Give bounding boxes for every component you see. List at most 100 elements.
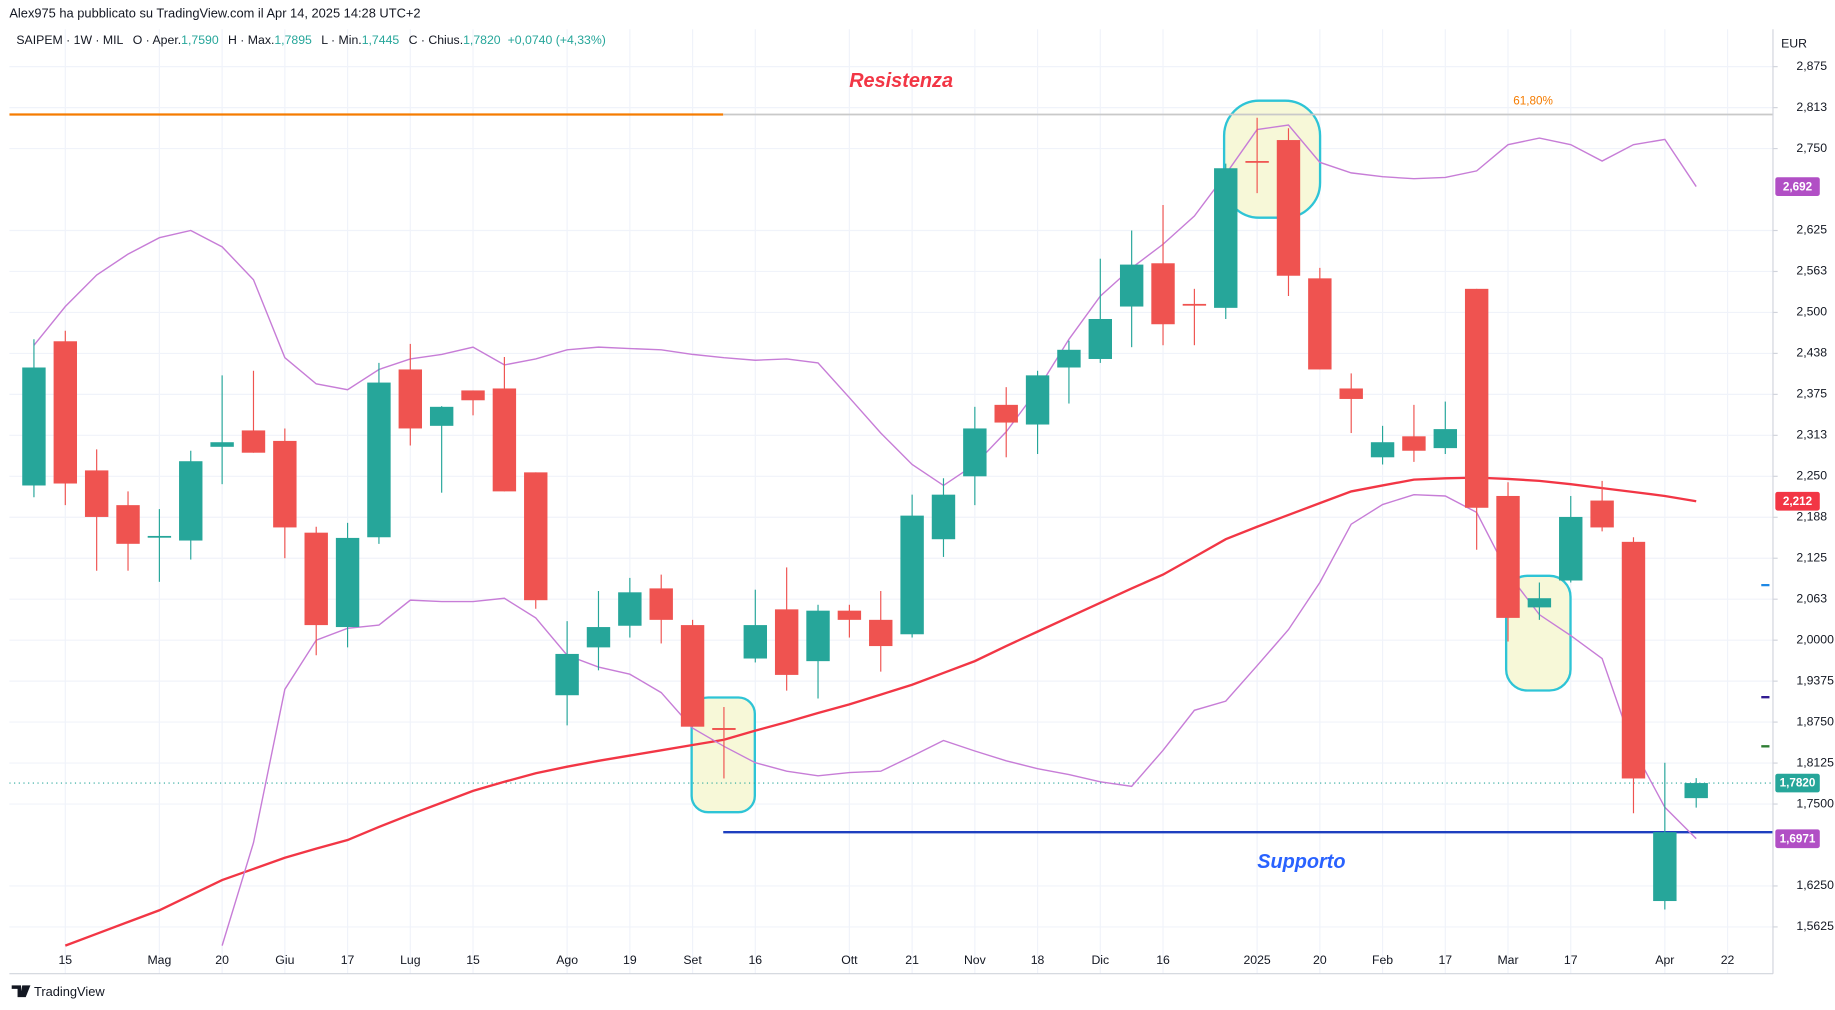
candle-body (1057, 349, 1081, 368)
candle-body (1370, 442, 1395, 458)
candle-body (53, 341, 78, 484)
candle-body (429, 406, 454, 426)
x-tick-label: 17 (341, 953, 355, 967)
candle-body (84, 470, 109, 517)
candle-body (1025, 375, 1050, 425)
candle-body (1496, 495, 1520, 618)
candle-body (398, 369, 423, 429)
x-tick-label: 16 (748, 953, 762, 967)
candle-body (837, 610, 862, 620)
axes: 2,875 2,813 2,750 2,625 2,563 2,500 2,438 2,375… (9, 29, 1834, 975)
y-tick-label: 2,438 (1796, 346, 1827, 360)
annotation: Supporto (1257, 851, 1345, 873)
y-tick-label: 2,813 (1796, 100, 1827, 114)
price-badge-label: 2,212 (1783, 495, 1813, 508)
candle-body (492, 388, 517, 492)
candle-body (774, 609, 799, 675)
legend-value: 1,7895 (274, 33, 312, 47)
y-tick-label: 2,313 (1796, 428, 1827, 442)
legend-value: 1,7445 (362, 33, 400, 47)
candle-body (1245, 161, 1269, 163)
x-tick-label: 19 (623, 953, 637, 967)
candle-body (963, 428, 987, 477)
annotation: Resistenza (849, 70, 953, 92)
x-tick-label: Lug (400, 953, 421, 967)
y-tick-label: 2,063 (1796, 591, 1827, 605)
candle-body (461, 390, 485, 401)
candle-body (1088, 318, 1113, 359)
legend-key: L · Min. (321, 33, 361, 47)
x-tick-label: Mar (1497, 953, 1518, 967)
x-tick-label: 17 (1438, 953, 1452, 967)
x-tick-label: 16 (1156, 953, 1170, 967)
y-tick-label: 1,5625 (1796, 919, 1834, 933)
price-badge-label: 1,6971 (1780, 832, 1816, 845)
candle-body (869, 619, 893, 647)
candle-body (1590, 500, 1614, 528)
price-badge (1775, 177, 1820, 196)
candle-body (273, 440, 297, 528)
candle-body (116, 505, 140, 544)
candle-body (1151, 263, 1175, 325)
candle-body (367, 382, 391, 538)
x-tick-label: Feb (1372, 953, 1393, 967)
y-tick-label: 2,125 (1796, 550, 1827, 564)
legend-symbol: SAIPEM · 1W · MIL (16, 33, 123, 47)
highlight (1222, 99, 1322, 219)
candle-body (147, 535, 172, 538)
y-tick-label: 2,625 (1796, 223, 1827, 237)
candle-body (524, 472, 548, 601)
x-tick-label: 15 (466, 953, 480, 967)
legend-change: +0,0740 (+4,33%) (508, 33, 606, 47)
candle-body (555, 653, 579, 696)
y-tick-label: 1,9375 (1796, 673, 1834, 687)
y-tick-label: 2,500 (1796, 305, 1827, 319)
price-badge (1775, 829, 1820, 849)
plot-area: 61,80% (9, 95, 1773, 947)
y-tick-label: 2,188 (1796, 510, 1827, 524)
candle-body (1402, 436, 1426, 451)
candle-body (22, 367, 46, 486)
candle-body (743, 625, 768, 659)
x-tick-label: Apr (1655, 953, 1674, 967)
candle-body (1182, 303, 1207, 306)
x-tick-label: 18 (1031, 953, 1045, 967)
legend: SAIPEM · 1W · MIL O · Aper.1,7590 H · Max.… (16, 33, 605, 47)
candle-body (1433, 429, 1457, 449)
price-badge (1775, 491, 1820, 511)
candle-body (241, 430, 266, 453)
candle-body (1119, 264, 1144, 307)
band-line (221, 493, 1697, 946)
y-tick-label: 1,8125 (1796, 755, 1834, 769)
band-line (33, 124, 1697, 487)
candle-body (1308, 278, 1332, 370)
x-tick-label: 2025 (1243, 953, 1270, 967)
level-label: 61,80% (1513, 95, 1553, 108)
y-tick-label: 2,0000 (1796, 632, 1834, 646)
x-tick-label: Giu (275, 953, 294, 967)
x-tick-label: 20 (1313, 953, 1327, 967)
candle-body (1276, 140, 1301, 276)
brand-text: TradingView (34, 984, 105, 999)
legend-key: O · Aper. (133, 33, 181, 47)
brand: TradingView (11, 984, 105, 999)
x-tick-label: Dic (1091, 953, 1109, 967)
candle-body (900, 515, 924, 635)
x-tick-label: 17 (1564, 953, 1578, 967)
candle-body (1339, 388, 1363, 399)
x-tick-label: Ago (556, 953, 578, 967)
x-tick-label: 22 (1721, 953, 1735, 967)
x-tick-label: Set (683, 953, 702, 967)
candle-body (179, 461, 203, 541)
price-badge (1775, 773, 1820, 793)
candle-body (1527, 598, 1552, 608)
candle-body (1559, 516, 1583, 581)
moving-average (64, 476, 1697, 947)
y-tick-label: 2,750 (1796, 141, 1827, 155)
candle-body (712, 727, 736, 730)
x-tick-label: 15 (58, 953, 72, 967)
candle-body (1214, 168, 1238, 308)
